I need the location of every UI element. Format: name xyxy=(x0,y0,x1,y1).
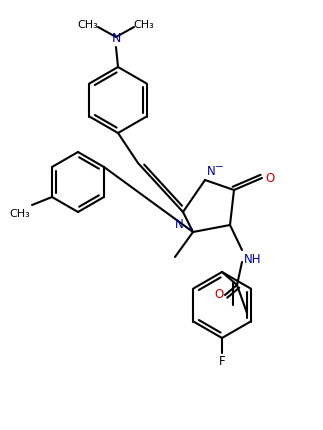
Text: F: F xyxy=(219,355,225,368)
Text: CH₃: CH₃ xyxy=(134,20,154,30)
Text: NH: NH xyxy=(244,253,262,266)
Text: N: N xyxy=(175,218,183,231)
Text: CH₃: CH₃ xyxy=(78,20,99,30)
Text: N: N xyxy=(207,165,216,178)
Text: +: + xyxy=(186,224,193,233)
Text: O: O xyxy=(265,172,274,184)
Text: CH₃: CH₃ xyxy=(9,209,30,219)
Text: −: − xyxy=(215,162,224,172)
Text: O: O xyxy=(214,289,224,301)
Text: N: N xyxy=(111,32,121,45)
